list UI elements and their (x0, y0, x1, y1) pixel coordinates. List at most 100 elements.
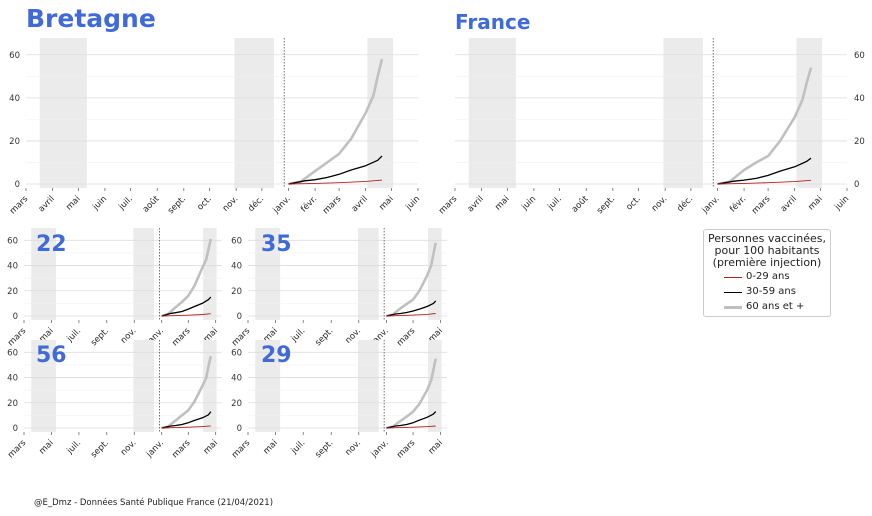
series-line-30-59 (288, 155, 383, 185)
series-line-60-plus (386, 358, 437, 430)
shaded-period (468, 38, 516, 188)
x-tick-label: nov. (221, 194, 241, 214)
shaded-period (133, 228, 155, 320)
shaded-period (796, 38, 823, 188)
y-tick-label: 0 (13, 312, 18, 322)
x-tick-label: mars (6, 326, 29, 349)
shaded-period (203, 228, 217, 320)
x-tick-label: janv. (700, 194, 722, 216)
legend-item-young: 0-29 ans (724, 270, 790, 284)
x-tick-label: avril (37, 194, 57, 214)
series-line-60-plus (288, 58, 384, 186)
x-tick-label: août (570, 194, 591, 215)
credit-text: @E_Dmz - Données Santé Publique France (… (34, 498, 274, 508)
shaded-period (428, 340, 442, 432)
x-tick-label: juin (833, 194, 852, 213)
x-tick-label: nov. (343, 438, 363, 458)
legend: Personnes vaccinées, pour 100 habitants … (703, 229, 831, 317)
x-tick-label: mars (395, 326, 418, 349)
x-tick-label: mai (806, 194, 824, 212)
x-tick-label: sept. (89, 326, 111, 348)
x-tick-label: nov. (650, 194, 670, 214)
x-tick-label: mars (170, 326, 193, 349)
shaded-period (39, 38, 87, 188)
x-tick-label: juin (404, 194, 423, 213)
legend-swatch-middle (724, 292, 742, 293)
x-tick-label: mars (230, 438, 253, 461)
panel-title: Bretagne (26, 4, 156, 33)
panel-title: 56 (36, 343, 67, 368)
panel-title: 35 (261, 232, 292, 257)
x-tick-label: oct. (195, 194, 213, 212)
x-tick-label: avril (350, 194, 370, 214)
y-tick-label: 60 (7, 236, 18, 246)
x-tick-label: déc. (675, 193, 696, 214)
y-tick-label: 0 (854, 180, 859, 190)
x-tick-label: mars (750, 194, 773, 217)
series-line-60-plus (161, 238, 213, 318)
x-tick-label: mai (37, 438, 55, 456)
series-line-0-29 (161, 313, 211, 317)
y-tick-label: 0 (15, 180, 20, 190)
series-line-0-29 (717, 179, 812, 185)
series-line-0-29 (386, 425, 436, 429)
y-tick-label: 40 (9, 94, 20, 104)
legend-title-line-1: Personnes vaccinées, (707, 232, 827, 245)
shaded-period (133, 340, 155, 432)
y-tick-label: 0 (237, 424, 242, 434)
x-tick-label: mai (493, 194, 511, 212)
shaded-period (367, 38, 394, 188)
panel-title: France (455, 10, 530, 34)
x-tick-label: mai (64, 194, 82, 212)
legend-swatch-young (724, 277, 742, 278)
x-tick-label: juil. (545, 194, 564, 213)
series-line-30-59 (161, 411, 212, 429)
shaded-period (357, 228, 379, 320)
x-tick-label: avril (779, 194, 799, 214)
x-tick-label: avril (466, 194, 486, 214)
x-tick-label: déc. (246, 193, 267, 214)
y-tick-label: 60 (7, 348, 18, 358)
y-tick-label: 40 (231, 374, 242, 384)
legend-item-middle: 30-59 ans (724, 285, 796, 299)
x-tick-label: janv. (271, 194, 293, 216)
x-tick-label: mai (427, 438, 445, 456)
shaded-period (428, 228, 442, 320)
series-line-30-59 (161, 296, 212, 317)
shaded-period (31, 228, 56, 320)
x-tick-label: août (141, 194, 162, 215)
x-tick-label: nov. (119, 438, 139, 458)
series-line-30-59 (386, 300, 437, 317)
x-tick-label: mars (6, 438, 29, 461)
legend-label-young: 0-29 ans (746, 271, 790, 282)
x-tick-label: janv. (144, 438, 166, 460)
y-tick-label: 60 (231, 348, 242, 358)
shaded-period (255, 340, 281, 432)
x-tick-label: janv. (369, 438, 391, 460)
x-tick-label: mars (395, 438, 418, 461)
x-tick-label: juil. (65, 438, 84, 457)
x-tick-label: mars (321, 194, 344, 217)
legend-swatch-old (724, 306, 742, 309)
series-line-0-29 (386, 313, 436, 317)
y-tick-label: 20 (854, 137, 865, 147)
y-tick-label: 20 (9, 137, 20, 147)
series-line-60-plus (386, 242, 437, 318)
shaded-period (234, 38, 274, 188)
x-tick-label: sept. (313, 438, 335, 460)
x-tick-label: sept. (89, 438, 111, 460)
shaded-period (663, 38, 703, 188)
x-tick-label: juil. (65, 326, 84, 345)
x-tick-label: mai (377, 194, 395, 212)
x-tick-label: juil. (289, 326, 308, 345)
y-tick-label: 40 (854, 94, 865, 104)
x-tick-label: mars (170, 438, 193, 461)
x-tick-label: juil. (116, 194, 135, 213)
y-tick-label: 40 (7, 262, 18, 272)
x-tick-label: sept. (166, 194, 188, 216)
